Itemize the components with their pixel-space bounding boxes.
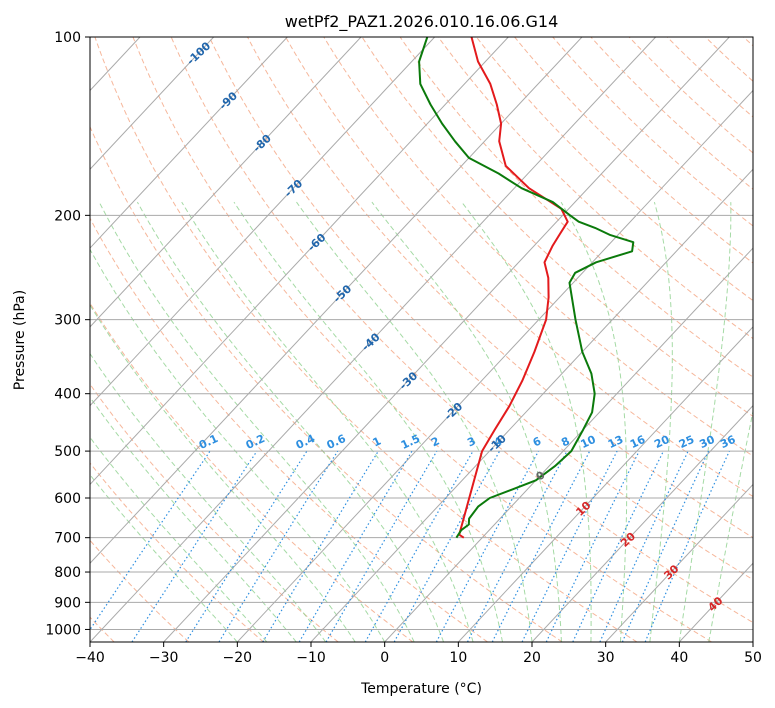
x-tick-label: 50 [744,650,762,666]
moist-adiabat [181,201,474,642]
isotherm-line [310,168,753,642]
isotherm-line [90,37,215,171]
mixing-ratio-line [521,450,618,642]
dry-adiabat [399,37,753,378]
moist-adiabat [90,473,238,642]
mixing-ratio-label: 10 [579,433,599,451]
x-axis-label: Temperature (°C) [360,681,482,697]
plot-frame [89,36,754,643]
x-tick-label: 40 [670,650,688,666]
y-tick-label: 500 [54,444,81,460]
x-tick-label: −10 [296,650,326,666]
y-tick-label: 1000 [45,622,81,638]
y-tick-label: 700 [54,531,81,547]
mixing-ratio-label: 13 [606,433,625,451]
moist-adiabat [90,248,386,642]
mixing-ratio-line [545,450,640,642]
x-tick-label: 0 [380,650,389,666]
isotherm-line [90,37,583,564]
x-tick-label: −30 [149,650,179,666]
dry-adiabat [94,37,638,642]
y-tick-label: 900 [54,595,81,611]
y-axis-label: Pressure (hPa) [12,290,28,390]
y-tick-label: 600 [54,491,81,507]
mixing-ratio-line [621,450,710,642]
mixing-ratio-line [262,450,379,642]
isotherm-line [531,404,753,642]
dry-adiabat [132,37,712,642]
dry-adiabat [590,37,753,190]
y-tick-label: 800 [54,565,81,581]
dry-adiabat [247,37,753,539]
mixing-ratio-label: 36 [718,433,738,451]
isotherm-line [90,37,288,249]
isotherm-line [236,89,753,642]
isotherm-line [457,326,753,642]
isotherm-line [384,247,753,642]
isotherm-line [90,37,657,642]
mixing-ratio-line [364,450,474,642]
dry-adiabat [170,37,753,624]
dry-adiabat [514,37,753,264]
dry-adiabat [90,462,264,642]
y-tick-label: 200 [54,208,81,224]
moist-adiabat [649,201,673,642]
mixing-ratio-label: 25 [677,433,696,451]
moist-adiabat [90,396,297,642]
mixing-ratio-line [572,450,664,642]
moist-adiabat [678,202,732,642]
isotherm-line [605,483,753,642]
moist-adiabat [90,304,356,642]
dry-adiabat [90,383,339,642]
dry-adiabat [476,37,753,302]
moist-adiabat [371,201,562,642]
moist-adiabat [296,201,533,642]
isotherm-line [90,37,509,486]
x-tick-label: −40 [75,650,105,666]
dry-adiabat [90,302,414,642]
x-tick-label: 20 [523,650,541,666]
mixing-ratio-line [325,450,438,642]
isotherm-line [90,37,362,328]
moist-adiabat [90,436,268,642]
moist-adiabat [136,201,445,642]
x-tick-label: 10 [449,650,467,666]
isotherm-line [163,37,730,642]
y-tick-label: 400 [54,387,81,403]
moist-adiabat [90,352,327,642]
dry-adiabat [361,37,753,417]
dry-adiabat [90,539,190,642]
x-tick-label: −20 [223,650,253,666]
moist-adiabat [560,201,628,642]
mixing-ratio-line [185,450,308,642]
dry-adiabat [285,37,753,498]
mixing-ratio-line [298,450,413,642]
x-tick-label: 30 [597,650,615,666]
chart-title: wetPf2_PAZ1.2026.010.16.06.G14 [285,12,559,32]
mixing-ratio-line [218,450,339,642]
y-tick-label: 300 [54,313,81,329]
mixing-ratio-line [393,450,501,642]
temperature-trace [458,37,569,539]
dewpoint-trace [418,37,635,539]
moist-adiabat [98,201,415,642]
mixing-ratio-line [435,450,540,642]
dry-adiabat [90,125,563,642]
mixing-ratio-label: 30 [697,433,717,451]
dry-adiabat [208,37,753,581]
y-tick-label: 100 [54,30,81,46]
mixing-ratio-label: 20 [652,433,672,451]
mixing-ratio-label: 16 [628,433,648,451]
mixing-ratio-line [599,450,689,642]
moist-adiabat [233,201,503,642]
moist-adiabat [708,408,753,642]
isotherm-line [90,37,436,407]
moist-adiabat [461,201,592,642]
